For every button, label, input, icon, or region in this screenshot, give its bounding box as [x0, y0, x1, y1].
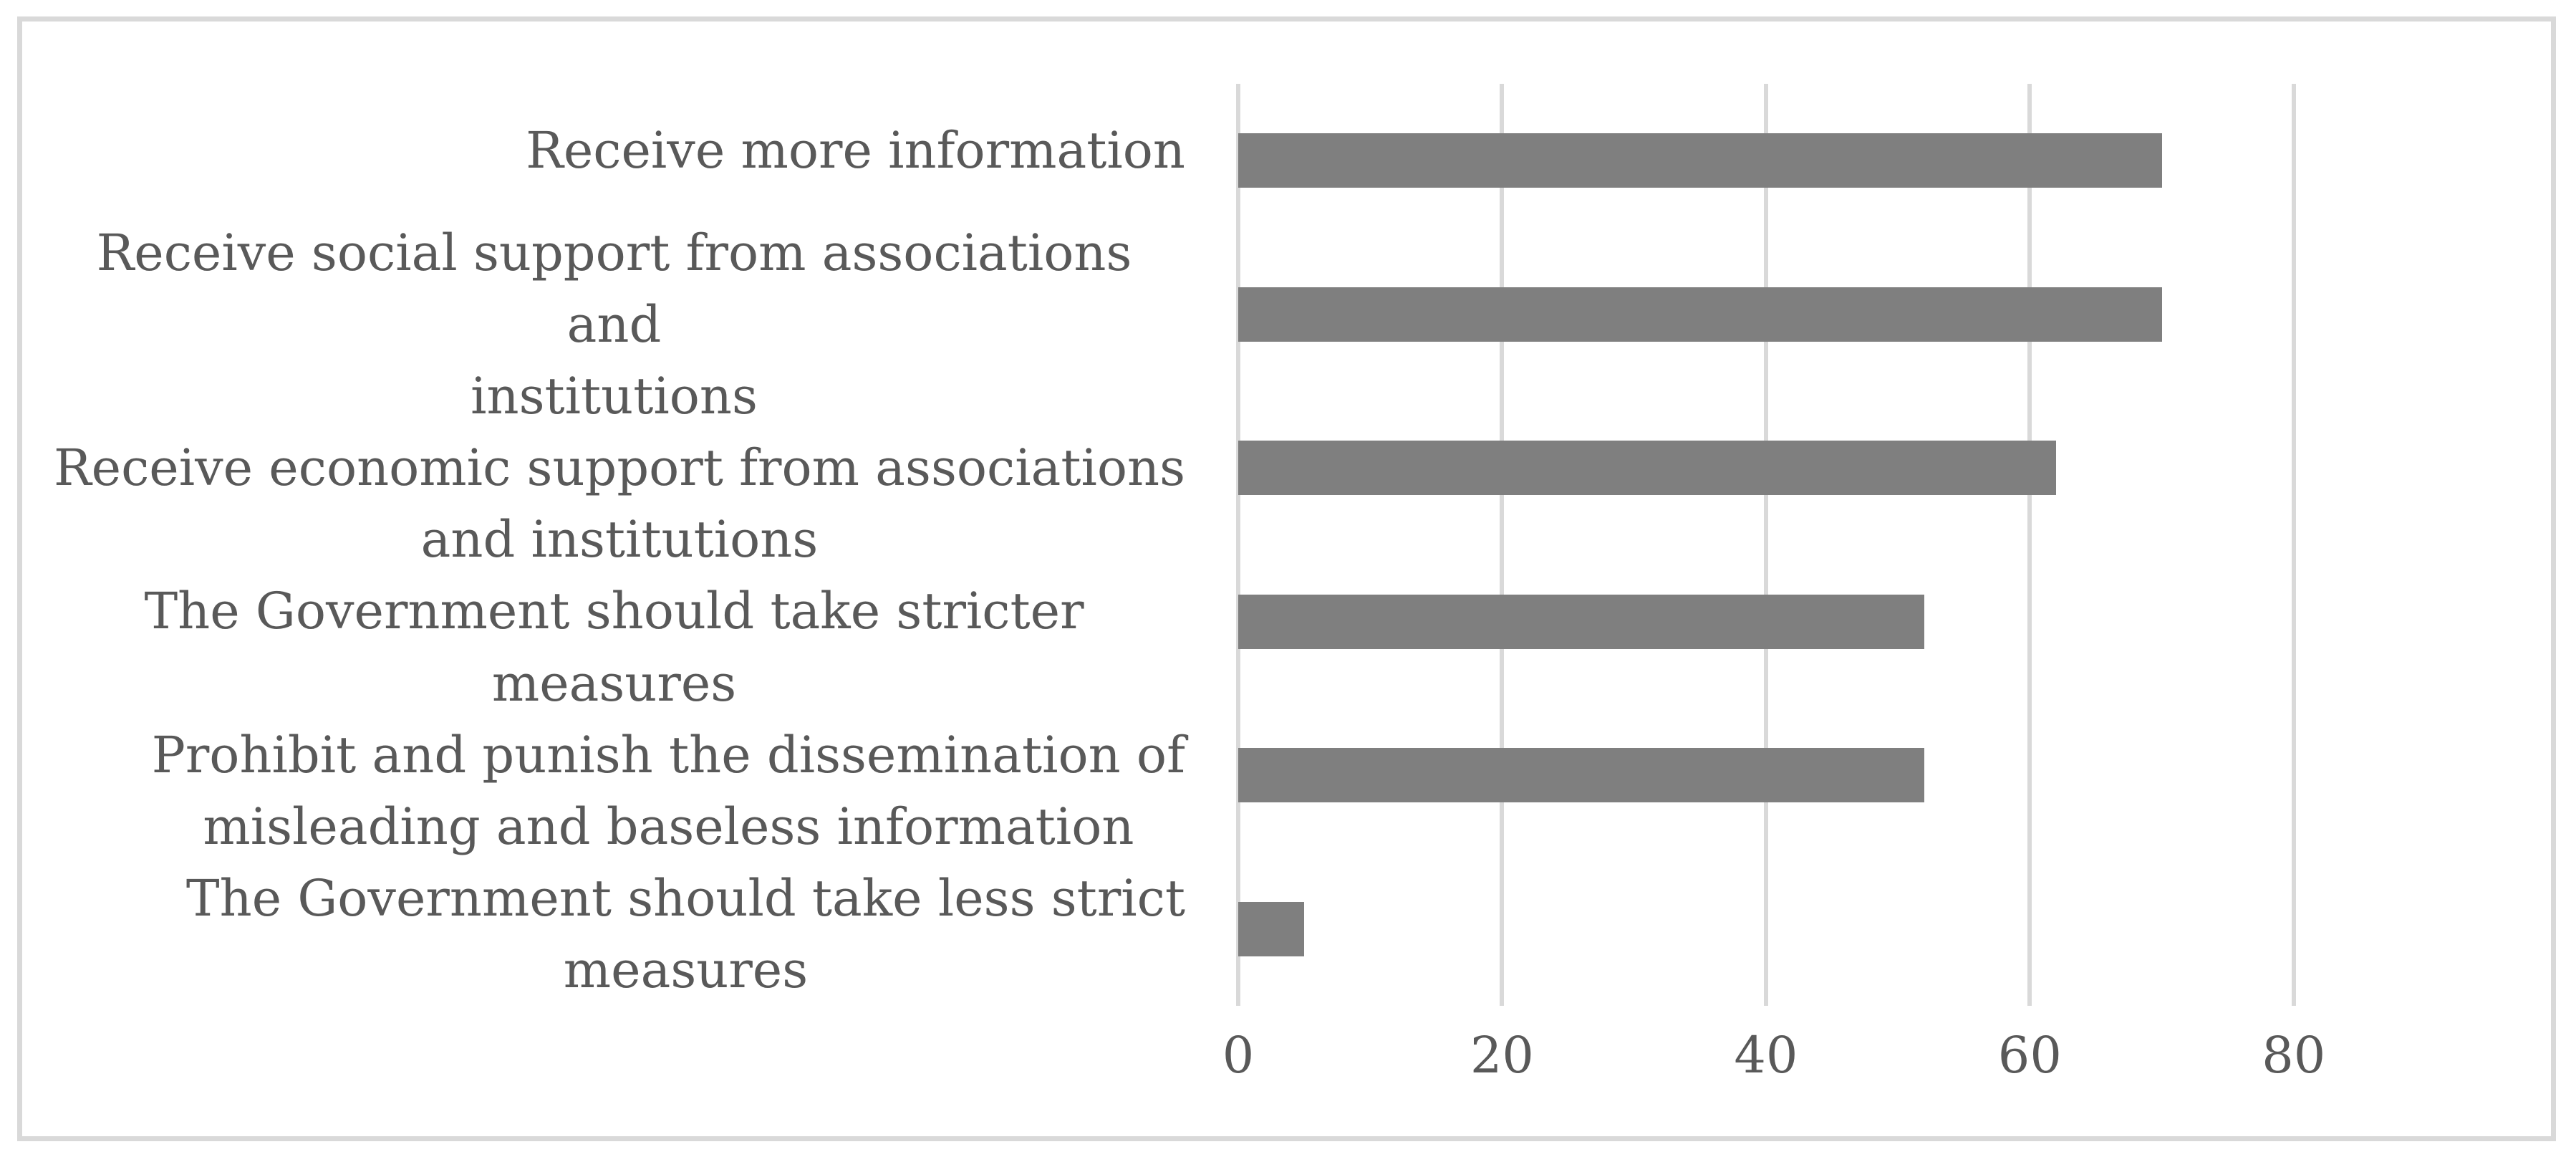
bar: [1238, 441, 2057, 496]
gridline: [2291, 84, 2296, 1006]
value-axis-tick: 20: [1470, 1026, 1534, 1085]
gridline: [1236, 84, 1240, 1006]
bar: [1238, 287, 2162, 342]
value-axis-tick: 40: [1734, 1026, 1798, 1085]
bar-band: [1238, 238, 2426, 392]
value-axis-tick: 60: [1997, 1026, 2062, 1085]
bar-band: [1238, 698, 2426, 853]
bar-band: [1238, 84, 2426, 238]
category-label: The Government should take stricter meas…: [144, 582, 1084, 713]
value-axis: 0 20 40 60 80: [1222, 1023, 2426, 1116]
category-label-band: Receive more information: [43, 84, 1185, 217]
category-label-band: Receive social support from associations…: [43, 217, 1185, 432]
bar-rows: [1238, 84, 2426, 1006]
bar-band: [1238, 391, 2426, 545]
category-label-band: The Government should take less strict m…: [43, 863, 1185, 1006]
category-axis-labels: Receive more information Receive social …: [43, 84, 1185, 1006]
bar: [1238, 594, 1924, 649]
bar: [1238, 133, 2162, 188]
category-label: Receive social support from associations…: [96, 223, 1132, 426]
value-axis-tick: 80: [2262, 1026, 2326, 1085]
category-label-band: The Government should take stricter meas…: [43, 575, 1185, 719]
category-label: Receive more information: [526, 120, 1185, 180]
category-label: Prohibit and punish the dissemination of…: [151, 725, 1185, 856]
bar: [1238, 748, 1924, 803]
plot-area: [1236, 84, 2426, 1006]
gridline: [1763, 84, 1768, 1006]
gridline: [2027, 84, 2032, 1006]
gridline: [1500, 84, 1505, 1006]
category-label: The Government should take less strict m…: [185, 868, 1185, 999]
value-axis-tick: 0: [1222, 1026, 1255, 1085]
bar: [1238, 901, 1305, 956]
category-label-band: Prohibit and punish the dissemination of…: [43, 719, 1185, 863]
category-label: Receive economic support from associatio…: [53, 438, 1185, 570]
bar-band: [1238, 545, 2426, 699]
category-label-band: Receive economic support from associatio…: [43, 432, 1185, 575]
figure-border: [17, 16, 2556, 1141]
bar-band: [1238, 853, 2426, 1007]
